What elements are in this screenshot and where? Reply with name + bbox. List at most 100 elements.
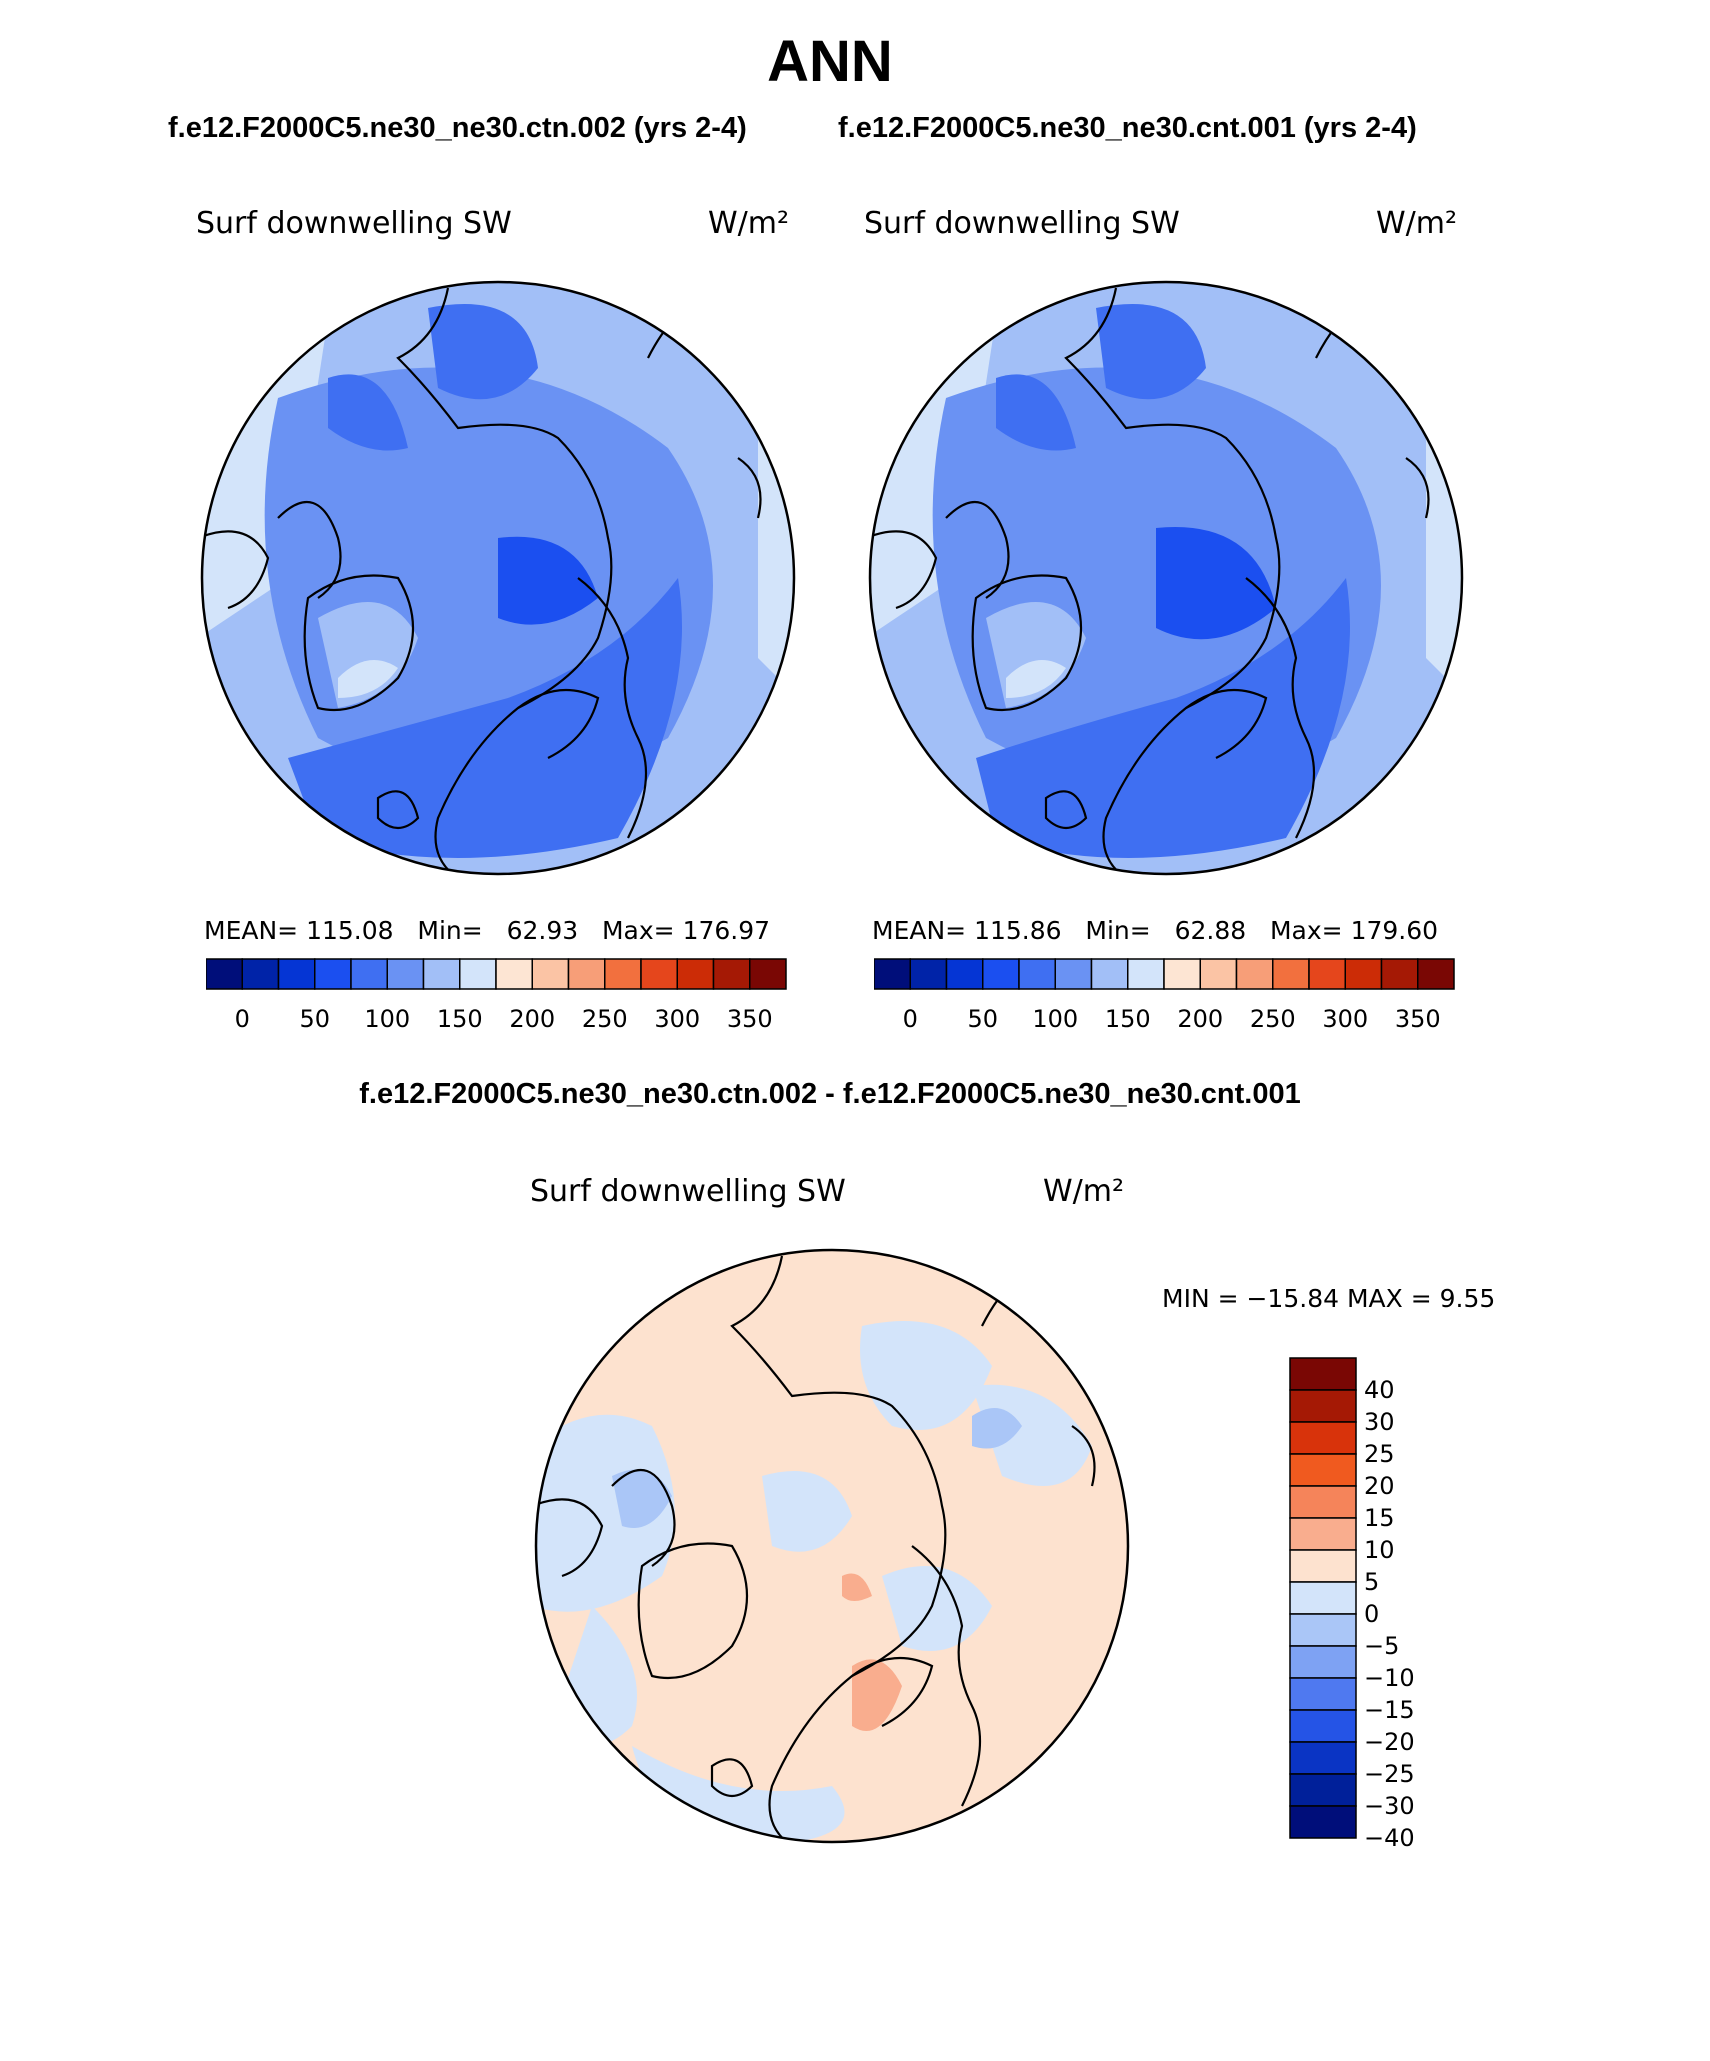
colorbar-tick-label: 200 <box>509 1005 555 1033</box>
colorbar-swatch <box>1289 1645 1357 1679</box>
colorbar-tick-label: 0 <box>235 1005 250 1033</box>
colorbar-swatch <box>531 958 570 990</box>
colorbar-tick-label: 50 <box>299 1005 330 1033</box>
colorbar-swatch <box>567 958 606 990</box>
colorbar-swatch <box>909 958 948 990</box>
colorbar-tick-label: 0 <box>903 1005 918 1033</box>
colorbar-tick-label: 15 <box>1364 1504 1395 1532</box>
colorbar-swatch <box>1199 958 1238 990</box>
max-label: Max= <box>1269 916 1343 945</box>
colorbar-swatch <box>1289 1613 1357 1647</box>
max-value: 179.60 <box>1350 916 1439 945</box>
panel2-variable: Surf downwelling SW <box>864 206 1180 241</box>
colorbar-swatch <box>495 958 533 990</box>
colorbar-tick-label: 10 <box>1364 1536 1395 1564</box>
colorbar-tick-label: 0 <box>1364 1600 1379 1628</box>
colorbar-tick-label: 300 <box>1322 1005 1368 1033</box>
colorbar-swatch <box>874 958 911 990</box>
colorbar-swatch <box>1090 958 1129 990</box>
mean-label: MEAN= <box>872 916 967 945</box>
colorbar-tick-label: −5 <box>1364 1632 1399 1660</box>
max-value: 176.97 <box>682 916 771 945</box>
colorbar-tick-label: 25 <box>1364 1440 1395 1468</box>
colorbar-swatch <box>241 958 280 990</box>
colorbar-swatch <box>1308 958 1346 990</box>
min-value: 62.88 <box>1174 916 1247 945</box>
colorbar-swatch <box>1289 1549 1357 1583</box>
colorbar-swatch <box>749 958 787 990</box>
colorbar-swatch <box>982 958 1020 990</box>
colorbar-tick-label: −25 <box>1364 1760 1415 1788</box>
max-label: Max= <box>601 916 675 945</box>
colorbar-tick-label: 30 <box>1364 1408 1395 1436</box>
colorbar-tick-label: 350 <box>1395 1005 1441 1033</box>
colorbar-swatch <box>1289 1805 1357 1839</box>
map-cnt <box>868 280 1464 876</box>
right-case-title: f.e12.F2000C5.ne30_ne30.cnt.001 (yrs 2-4… <box>838 112 1417 144</box>
left-case-title: f.e12.F2000C5.ne30_ne30.ctn.002 (yrs 2-4… <box>168 112 747 144</box>
colorbar-tick-label: 20 <box>1364 1472 1395 1500</box>
colorbar-swatch <box>1018 958 1056 990</box>
colorbar-swatch <box>206 958 243 990</box>
mean-label: MEAN= <box>204 916 299 945</box>
colorbar-swatch <box>604 958 642 990</box>
colorbar-swatch <box>1380 958 1419 990</box>
panel1-variable: Surf downwelling SW <box>196 206 512 241</box>
colorbar-swatch <box>712 958 751 990</box>
colorbar-tick-label: −10 <box>1364 1664 1415 1692</box>
colorbar-tick-label: 50 <box>967 1005 998 1033</box>
panel2-units: W/m² <box>1376 206 1458 241</box>
min-value: 62.93 <box>506 916 579 945</box>
colorbar-swatch <box>1289 1485 1357 1519</box>
figure-title: ANN <box>767 29 893 94</box>
min-label: Min= <box>1085 916 1151 945</box>
colorbar-ctn: 0 50 100 150 200 250 300 350 <box>206 958 787 1033</box>
colorbar-swatch <box>1163 958 1201 990</box>
colorbar-swatch <box>640 958 678 990</box>
colorbar-tick-label: 250 <box>1250 1005 1296 1033</box>
colorbar-swatch <box>1127 958 1165 990</box>
colorbar-tick-label: 150 <box>437 1005 483 1033</box>
colorbar-swatch <box>314 958 352 990</box>
colorbar-tick-label: 40 <box>1364 1376 1395 1404</box>
colorbar-tick-label: −20 <box>1364 1728 1415 1756</box>
min-label: Min= <box>417 916 483 945</box>
colorbar-swatch <box>1289 1773 1357 1807</box>
colorbar-swatch <box>386 958 425 990</box>
colorbar-tick-label: 200 <box>1177 1005 1223 1033</box>
colorbar-diff: 40 30 25 20 15 10 5 0 −5 −10 −15 −20 −25 −30 −40 <box>1289 1357 1415 1848</box>
diff-units: W/m² <box>1043 1174 1125 1209</box>
colorbar-tick-label: −30 <box>1364 1792 1415 1820</box>
diff-variable: Surf downwelling SW <box>530 1174 846 1209</box>
colorbar-tick-label: −40 <box>1364 1824 1415 1848</box>
colorbar-swatch <box>1289 1581 1357 1615</box>
colorbar-swatch <box>1054 958 1093 990</box>
colorbar-tick-label: 300 <box>654 1005 700 1033</box>
colorbar-swatch <box>1289 1677 1357 1711</box>
colorbar-tick-label: 350 <box>727 1005 773 1033</box>
colorbar-swatch <box>422 958 461 990</box>
colorbar-tick-label: 5 <box>1364 1568 1379 1596</box>
colorbar-swatch <box>1289 1389 1357 1423</box>
colorbar-swatch <box>1289 1517 1357 1551</box>
colorbar-swatch <box>1289 1453 1357 1487</box>
map-diff <box>534 1248 1130 1844</box>
colorbar-tick-label: 150 <box>1105 1005 1151 1033</box>
colorbar-swatch <box>1289 1357 1357 1391</box>
colorbar-swatch <box>1289 1741 1357 1775</box>
colorbar-swatch <box>1272 958 1310 990</box>
colorbar-cnt: 0 50 100 150 200 250 300 350 <box>874 958 1455 1033</box>
mean-value: 115.08 <box>306 916 394 945</box>
diff-title: f.e12.F2000C5.ne30_ne30.ctn.002 - f.e12.… <box>359 1078 1301 1110</box>
panel1-stats: MEAN= 115.08 Min= 62.93 Max= 176.97 <box>204 916 770 945</box>
panel1-units: W/m² <box>708 206 790 241</box>
mean-value: 115.86 <box>974 916 1062 945</box>
map-ctn <box>200 280 796 876</box>
colorbar-swatch <box>459 958 497 990</box>
colorbar-tick-label: 250 <box>582 1005 628 1033</box>
colorbar-swatch <box>676 958 715 990</box>
colorbar-swatch <box>1289 1709 1357 1743</box>
colorbar-tick-label: −15 <box>1364 1696 1415 1724</box>
panel2-stats: MEAN= 115.86 Min= 62.88 Max= 179.60 <box>872 916 1438 945</box>
colorbar-tick-label: 100 <box>364 1005 410 1033</box>
